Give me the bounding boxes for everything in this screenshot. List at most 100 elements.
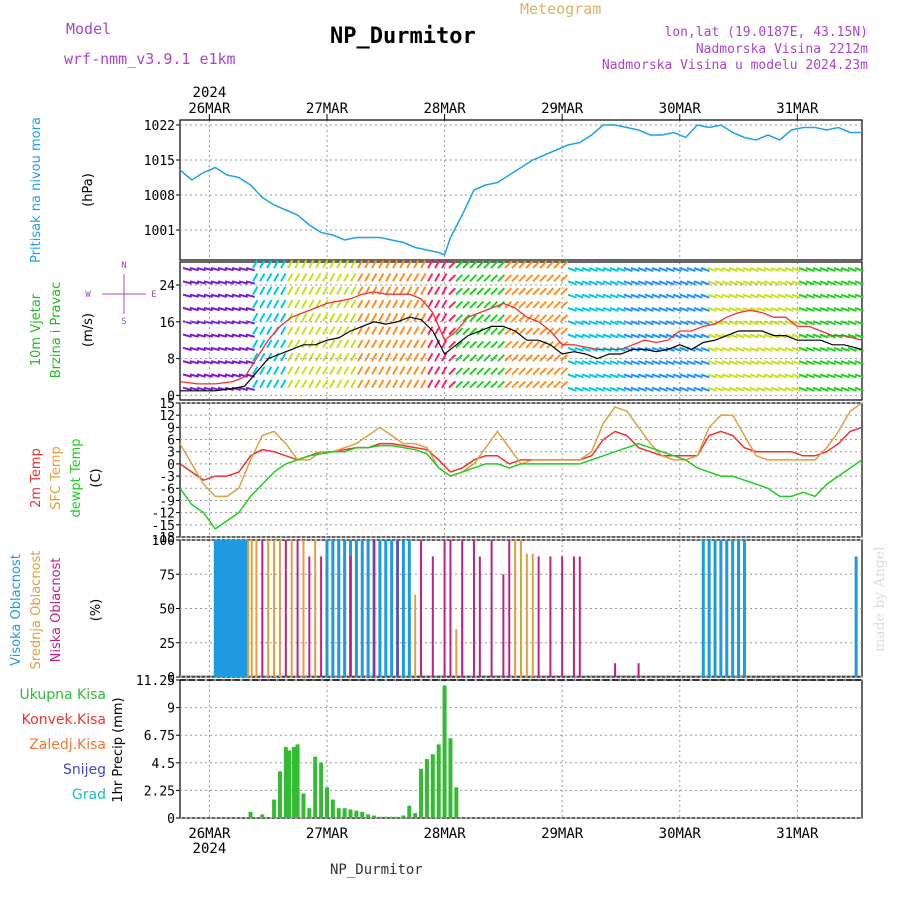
wind-barb bbox=[686, 306, 696, 312]
precip-bar bbox=[442, 685, 447, 818]
wind-barb bbox=[833, 373, 843, 379]
wind-barb bbox=[658, 293, 668, 299]
wind-barb bbox=[728, 386, 738, 392]
wind-barb bbox=[280, 273, 287, 282]
wind-barb bbox=[567, 360, 577, 366]
cloud-bar bbox=[420, 540, 423, 677]
wind-barb bbox=[602, 306, 612, 312]
precip-bar bbox=[283, 746, 288, 818]
wind-barb bbox=[735, 280, 745, 286]
wind-barb bbox=[616, 373, 626, 379]
panel-1 bbox=[179, 119, 863, 261]
wind-barb bbox=[679, 267, 689, 273]
wind-barb bbox=[420, 286, 427, 296]
wind-barb bbox=[455, 380, 464, 389]
wind-barb bbox=[238, 293, 248, 298]
cloud-bar bbox=[525, 553, 528, 677]
wind-barb bbox=[616, 320, 626, 326]
wind-barb bbox=[588, 373, 598, 379]
wind-barb bbox=[329, 352, 336, 362]
wind-barb bbox=[441, 299, 448, 309]
wind-barb bbox=[490, 327, 499, 336]
y-tick-label: 24 bbox=[159, 279, 175, 294]
wind-barb bbox=[854, 386, 864, 392]
y-tick-label: 25 bbox=[159, 637, 175, 652]
wind-barb bbox=[343, 379, 350, 389]
wind-barb bbox=[483, 367, 492, 376]
wind-barb bbox=[441, 286, 448, 296]
wind-barb bbox=[483, 340, 492, 349]
wind-barb bbox=[623, 386, 633, 392]
wind-barb bbox=[749, 293, 759, 299]
wind-barb bbox=[532, 327, 541, 336]
wind-barb bbox=[259, 326, 266, 336]
wind-barb bbox=[469, 260, 478, 269]
wind-barb bbox=[406, 366, 413, 375]
wind-barb bbox=[770, 293, 780, 299]
wind-barb bbox=[833, 386, 843, 392]
wind-barb bbox=[630, 373, 640, 379]
wind-barb bbox=[686, 360, 696, 366]
cloud-bar bbox=[325, 540, 329, 677]
wind-barb bbox=[385, 366, 392, 375]
cloud-bar bbox=[343, 540, 347, 677]
wind-barb bbox=[770, 386, 780, 392]
wind-barb bbox=[588, 280, 598, 286]
wind-barb bbox=[476, 380, 485, 389]
y-tick-label: 11.25 bbox=[136, 674, 175, 689]
wind-barb bbox=[742, 320, 752, 326]
wind-barb bbox=[770, 280, 780, 286]
cloud-bar bbox=[707, 540, 711, 677]
wind-barb bbox=[273, 312, 280, 322]
wind-barb bbox=[672, 386, 682, 392]
wind-barb bbox=[350, 366, 357, 375]
wind-barb bbox=[350, 273, 357, 282]
wind-barb bbox=[735, 373, 745, 379]
wind-barb bbox=[840, 267, 850, 273]
wind-barb bbox=[497, 274, 506, 283]
wind-barb bbox=[714, 386, 724, 392]
wind-barb bbox=[336, 259, 343, 269]
x-tick-label-bottom: 31MAR bbox=[776, 826, 819, 842]
wind-barb bbox=[567, 293, 577, 299]
wind-barb bbox=[693, 306, 703, 312]
wind-barb bbox=[595, 320, 605, 326]
wind-barb bbox=[749, 373, 759, 379]
x-year-top: 2024 bbox=[193, 85, 227, 101]
wind-barb bbox=[336, 326, 343, 336]
wind-barb bbox=[546, 274, 555, 283]
wind-barb bbox=[553, 300, 562, 309]
wind-barb bbox=[700, 346, 710, 352]
cloud-bar bbox=[366, 540, 370, 677]
wind-barb bbox=[525, 300, 534, 309]
wind-barb bbox=[609, 293, 619, 299]
series-line bbox=[180, 316, 863, 392]
wind-barb bbox=[532, 340, 541, 349]
cloud-bar bbox=[701, 540, 705, 677]
wind-barb bbox=[623, 373, 633, 379]
wind-barb bbox=[392, 312, 399, 322]
wind-barb bbox=[203, 293, 213, 298]
wind-barb bbox=[805, 293, 815, 299]
wind-barb bbox=[791, 267, 801, 273]
y-tick-label: -15 bbox=[152, 519, 175, 534]
wind-barb bbox=[413, 273, 420, 282]
wind-barb bbox=[672, 267, 682, 273]
precip-bar bbox=[277, 771, 282, 818]
precip-bar bbox=[413, 813, 418, 818]
x-tick-label-top: 31MAR bbox=[776, 101, 819, 117]
wind-barb bbox=[385, 299, 392, 309]
compass-n: N bbox=[121, 261, 126, 271]
wind-barb bbox=[490, 274, 499, 283]
wind-barb bbox=[203, 360, 213, 365]
wind-barb bbox=[189, 280, 199, 285]
y-tick-label: -18 bbox=[152, 531, 175, 546]
wind-barb bbox=[854, 280, 864, 286]
wind-barb bbox=[280, 352, 287, 362]
wind-barb bbox=[490, 367, 499, 376]
wind-barb bbox=[693, 360, 703, 366]
wind-barb bbox=[735, 293, 745, 299]
model-label: Model bbox=[66, 20, 112, 38]
wind-barb bbox=[812, 386, 822, 392]
wind-barb bbox=[693, 293, 703, 299]
